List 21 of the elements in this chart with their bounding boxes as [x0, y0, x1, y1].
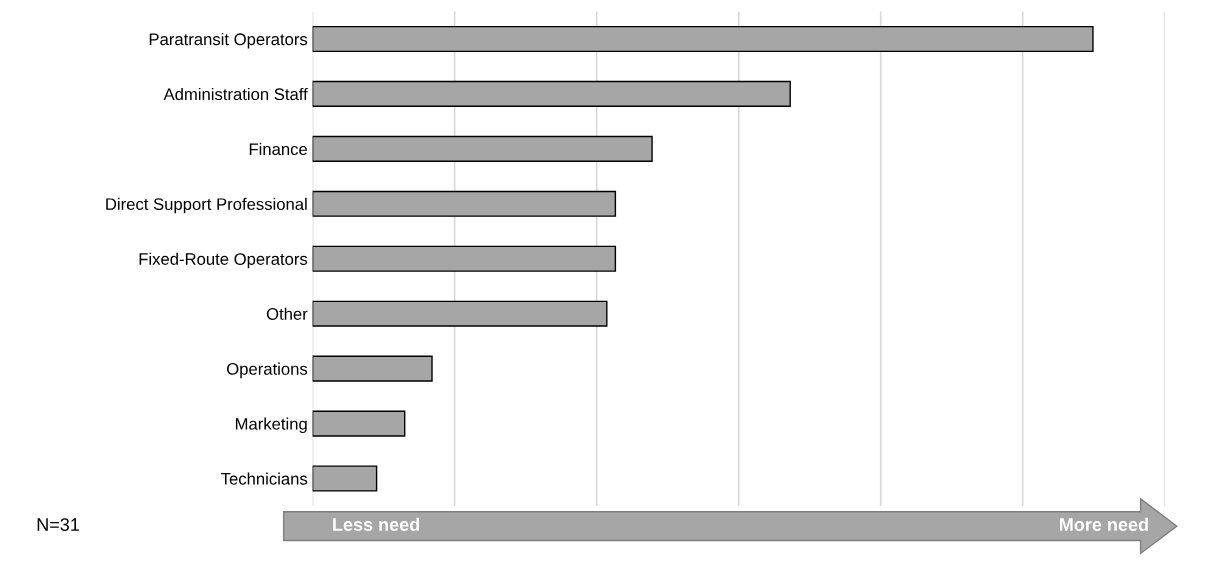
y-tick-label: Finance: [249, 142, 308, 156]
bar: [312, 355, 433, 382]
text: Less need: [333, 517, 420, 531]
bar: [312, 300, 608, 327]
y-tick-label: Operations: [227, 362, 308, 379]
bar: [312, 135, 653, 162]
y-tick-label: Marketing: [235, 417, 307, 434]
bar: [312, 80, 791, 107]
y-tick-label: Paratransit Operators: [149, 32, 308, 49]
text: N=31: [37, 518, 79, 531]
y-tick-label: Administration Staff: [163, 87, 308, 101]
y-tick-label: Fixed-Route Operators: [139, 252, 308, 269]
bar: [312, 25, 1094, 53]
y-tick-label: Other: [266, 307, 308, 320]
bar: [312, 465, 378, 492]
bar: [312, 190, 617, 217]
bar: [312, 245, 617, 272]
y-tick-label: Technicians: [221, 472, 308, 485]
y-tick-label: Direct Support Professional: [106, 197, 307, 214]
text: More need: [1059, 517, 1148, 531]
bar: [312, 410, 406, 437]
